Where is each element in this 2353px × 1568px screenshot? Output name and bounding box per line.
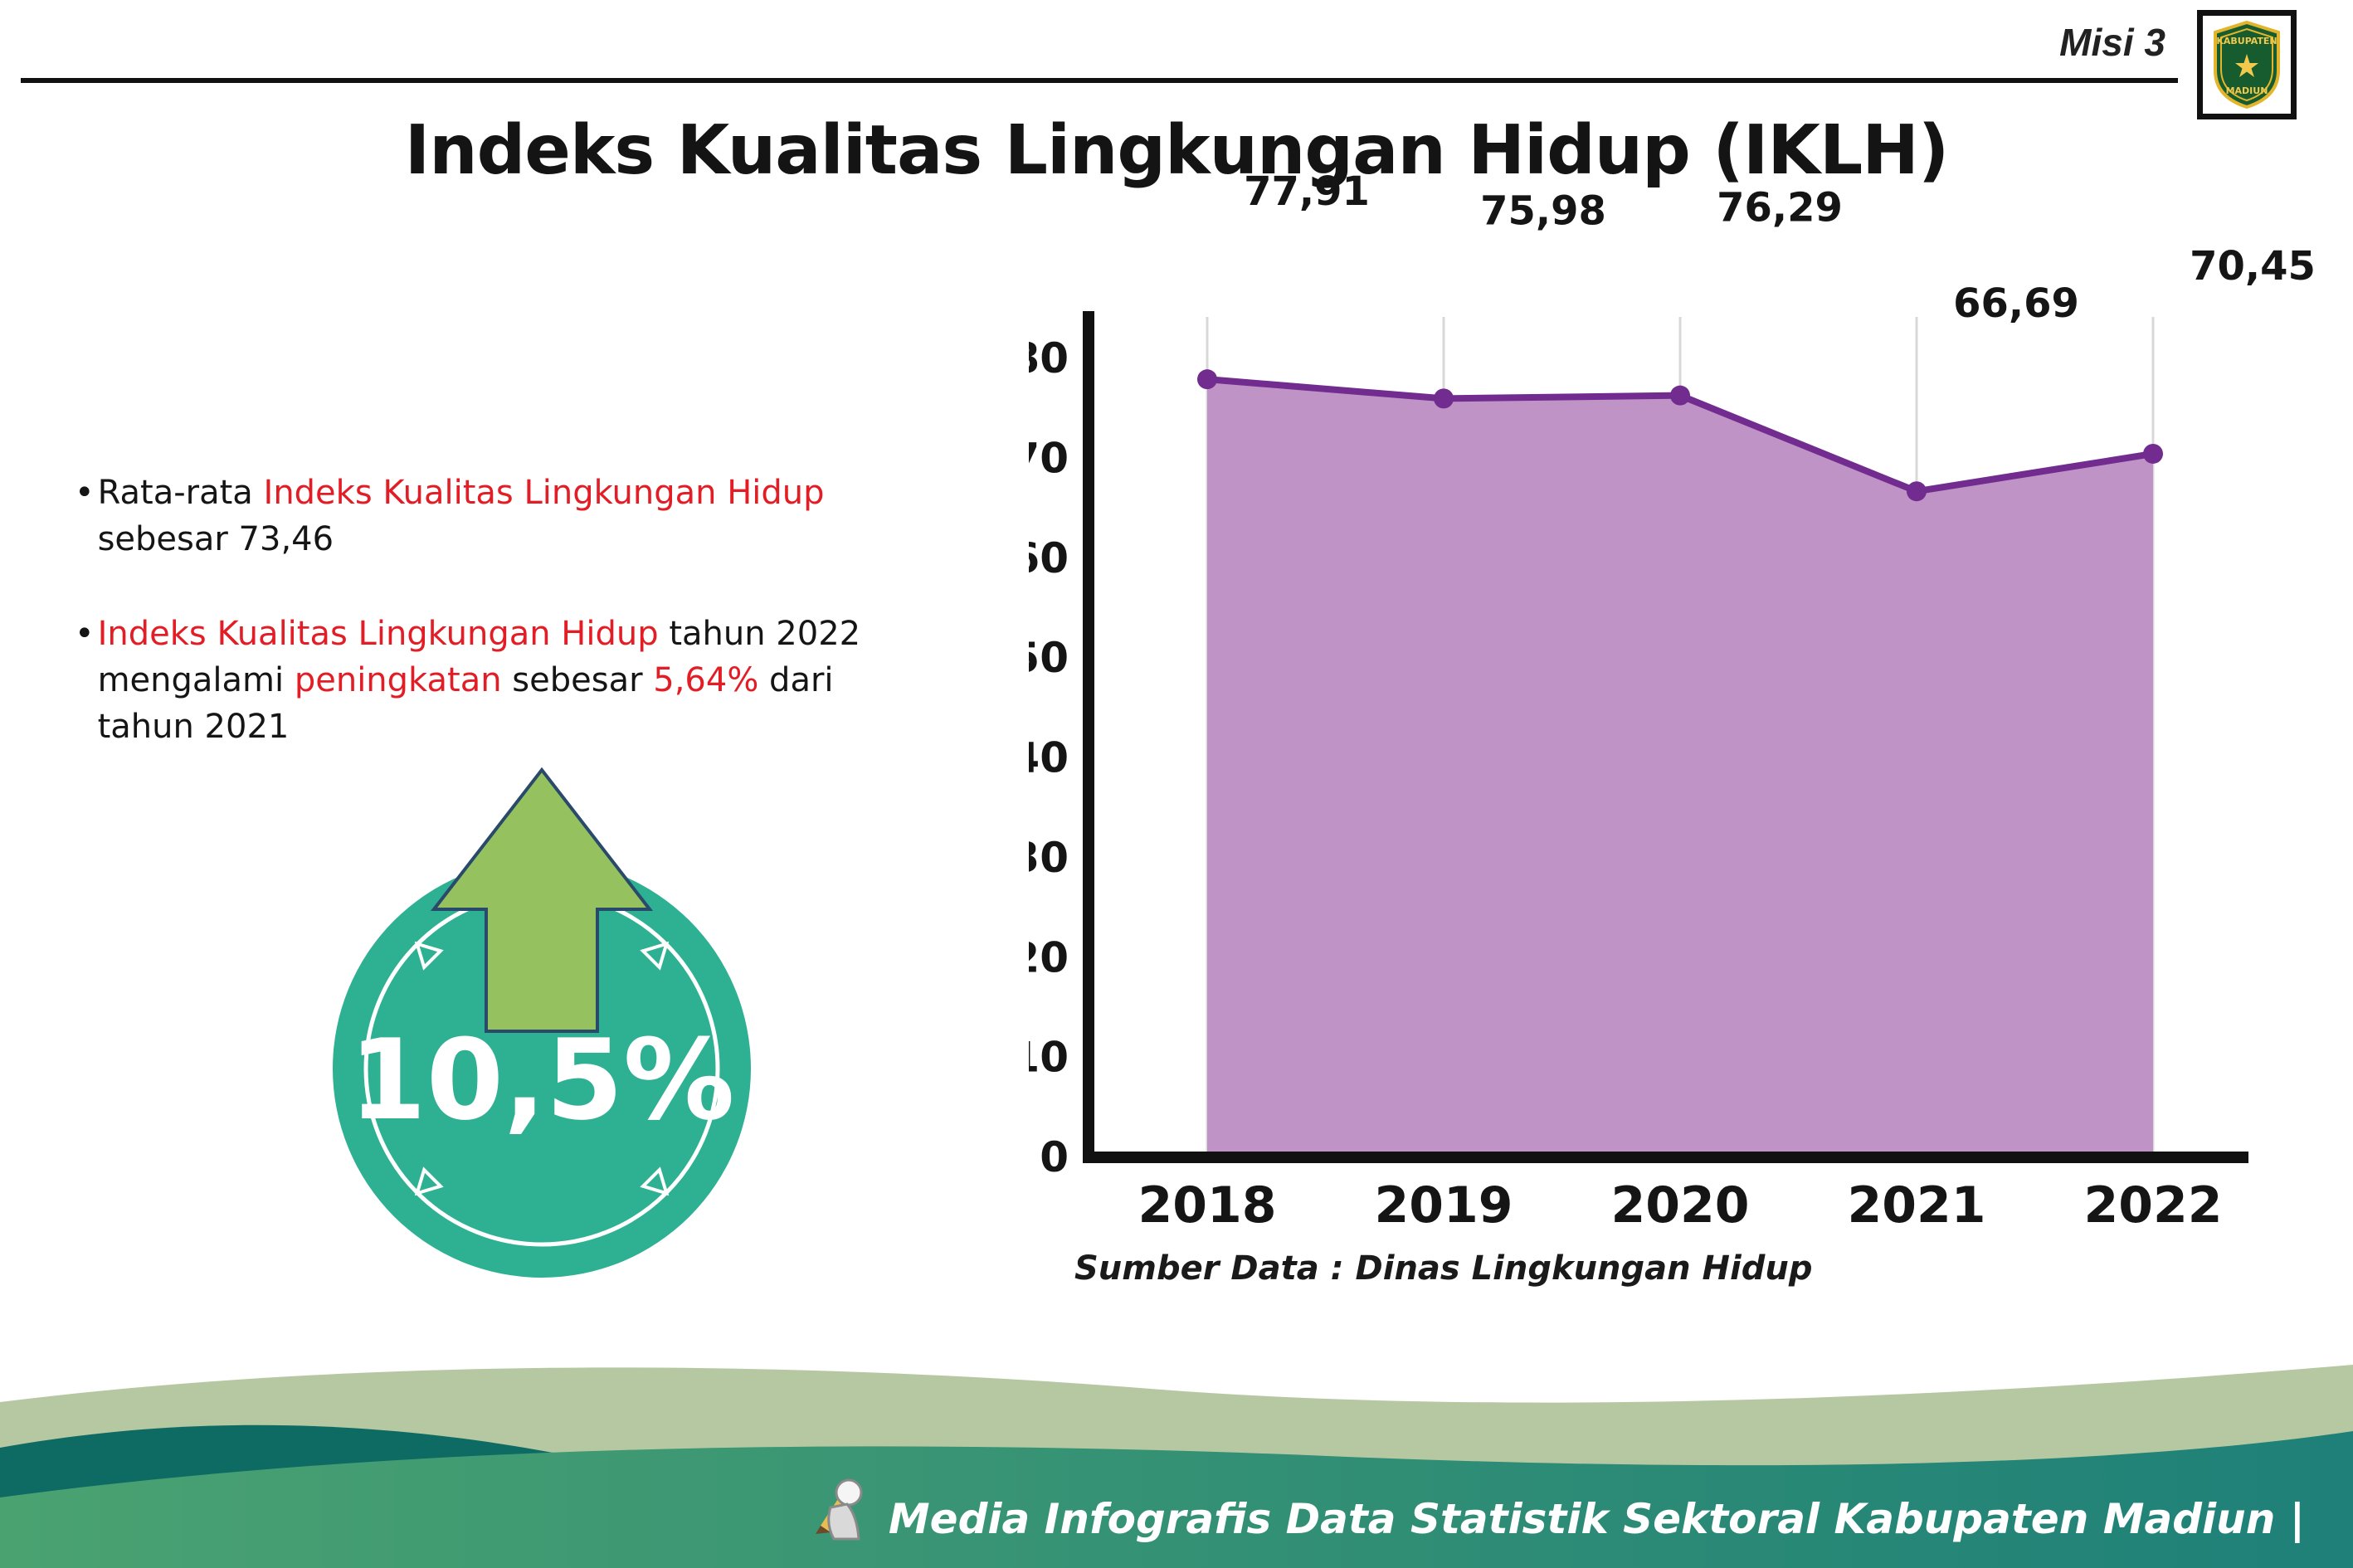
kabupaten-madiun-logo: KABUPATEN MADIUN (2197, 10, 2297, 119)
bullet-marker: • (75, 615, 95, 653)
bullet-average-iklh: • Rata-rata Indeks Kualitas Lingkungan H… (75, 470, 929, 562)
bullet-text: Indeks Kualitas Lingkungan Hidup tahun 2… (97, 615, 861, 746)
svg-text:10: 10 (1029, 1034, 1069, 1082)
svg-text:2019: 2019 (1375, 1176, 1513, 1234)
svg-text:2020: 2020 (1611, 1176, 1750, 1234)
crest-star-icon (2235, 54, 2258, 77)
footer-wave-main (0, 1431, 2353, 1568)
writer-mascot-icon (815, 1478, 863, 1541)
svg-text:75,98: 75,98 (1480, 187, 1606, 234)
svg-text:76,29: 76,29 (1717, 185, 1843, 231)
bullet-marker: • (75, 474, 95, 512)
footer-wave (0, 1365, 2353, 1568)
svg-text:2018: 2018 (1138, 1176, 1277, 1234)
svg-text:2021: 2021 (1848, 1176, 1986, 1234)
svg-text:60: 60 (1029, 534, 1069, 582)
bullet-text: Rata-rata Indeks Kualitas Lingkungan Hid… (97, 474, 825, 558)
chart-source-note: Sumber Data : Dinas Lingkungan Hidup (1074, 1249, 1813, 1288)
up-arrow-icon (430, 767, 654, 1033)
svg-text:70: 70 (1029, 434, 1069, 482)
footer-credit: Media Infografis Data Statistik Sektoral… (806, 1464, 2305, 1543)
misi-label: Misi 3 (2059, 21, 2165, 64)
svg-text:0: 0 (1040, 1133, 1069, 1181)
svg-text:50: 50 (1029, 634, 1069, 682)
bullet-increase-iklh: • Indeks Kualitas Lingkungan Hidup tahun… (75, 611, 929, 750)
svg-text:20: 20 (1029, 933, 1069, 981)
crest-icon: KABUPATEN MADIUN (2214, 20, 2280, 110)
svg-text:40: 40 (1029, 734, 1069, 782)
header-rule (21, 78, 2178, 83)
badge-circle (333, 859, 751, 1278)
bullet-list: • Rata-rata Indeks Kualitas Lingkungan H… (75, 470, 929, 798)
badge-tick-triangles (414, 941, 670, 1196)
crest-top-text: KABUPATEN (2216, 36, 2277, 46)
svg-text:80: 80 (1029, 334, 1069, 382)
page-title: Indeks Kualitas Lingkungan Hidup (IKLH) (404, 111, 1950, 190)
svg-text:66,69: 66,69 (1953, 280, 2079, 327)
svg-text:30: 30 (1029, 834, 1069, 882)
crest-bottom-text: MADIUN (2226, 85, 2268, 96)
footer-credit-text: Media Infografis Data Statistik Sektoral… (888, 1495, 2305, 1543)
increase-badge: 10,5% (333, 767, 751, 1278)
svg-text:70,45: 70,45 (2190, 243, 2316, 290)
iklh-area-chart: 0 10 20 30 40 50 60 70 80 2018 2019 2020 2021 2022 77,… (1029, 168, 2316, 1234)
svg-text:2022: 2022 (2084, 1176, 2223, 1234)
badge-percentage: 10,5% (349, 1015, 735, 1145)
svg-text:77,91: 77,91 (1244, 168, 1370, 215)
